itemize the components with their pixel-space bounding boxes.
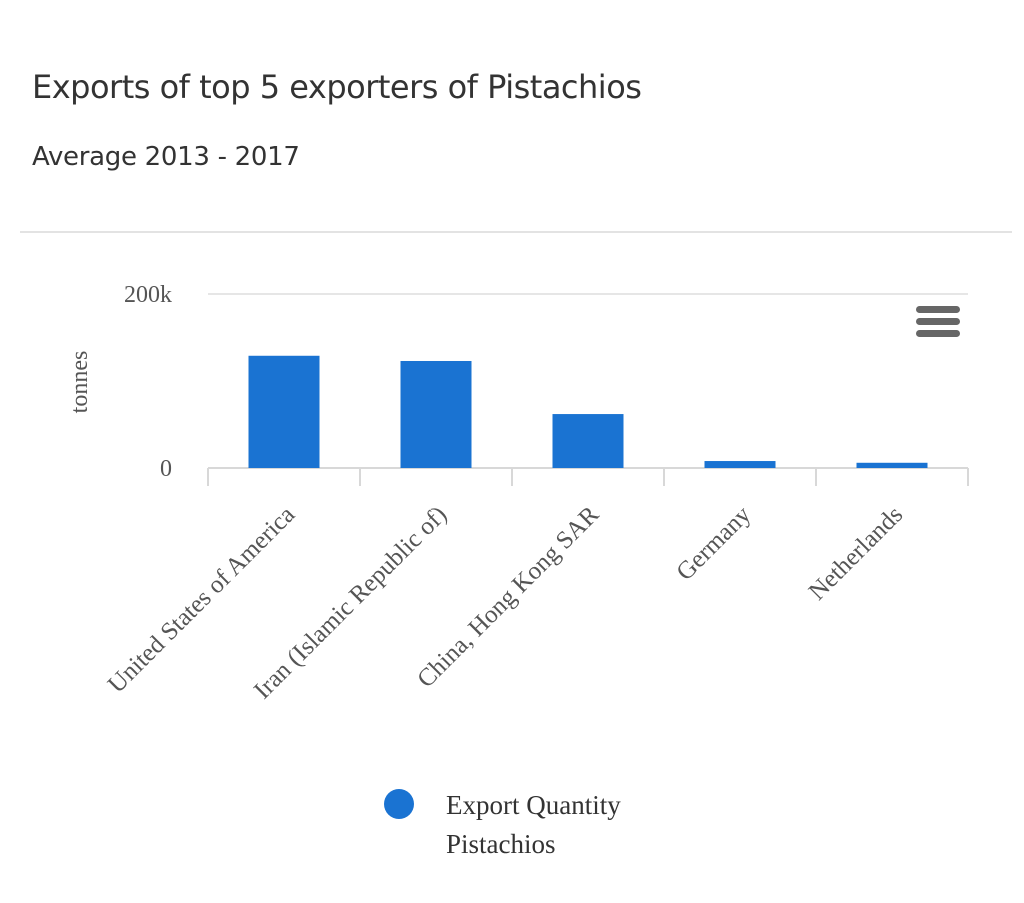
chart-title: Exports of top 5 exporters of Pistachios (32, 68, 642, 106)
bar[interactable] (856, 462, 928, 468)
legend-marker-icon (384, 789, 414, 819)
bar[interactable] (248, 355, 320, 468)
hamburger-menu-icon (914, 306, 962, 337)
chart-subtitle: Average 2013 - 2017 (32, 142, 300, 172)
header-divider (20, 231, 1012, 233)
legend-label: Export Quantity Pistachios (446, 786, 621, 864)
legend-item[interactable]: Export Quantity Pistachios (384, 786, 621, 864)
bar[interactable] (552, 414, 624, 468)
y-axis-title: tonnes (67, 351, 93, 414)
x-category-label: Germany (671, 501, 756, 586)
legend-label-line1: Export Quantity (446, 790, 621, 820)
y-tick-label: 200k (124, 282, 172, 308)
legend-label-line2: Pistachios (446, 829, 556, 859)
bar[interactable] (400, 360, 472, 468)
bar[interactable] (704, 461, 776, 468)
chart-menu-button[interactable] (914, 306, 962, 344)
x-category-label: Netherlands (804, 501, 909, 606)
y-tick-label: 0 (160, 456, 172, 482)
